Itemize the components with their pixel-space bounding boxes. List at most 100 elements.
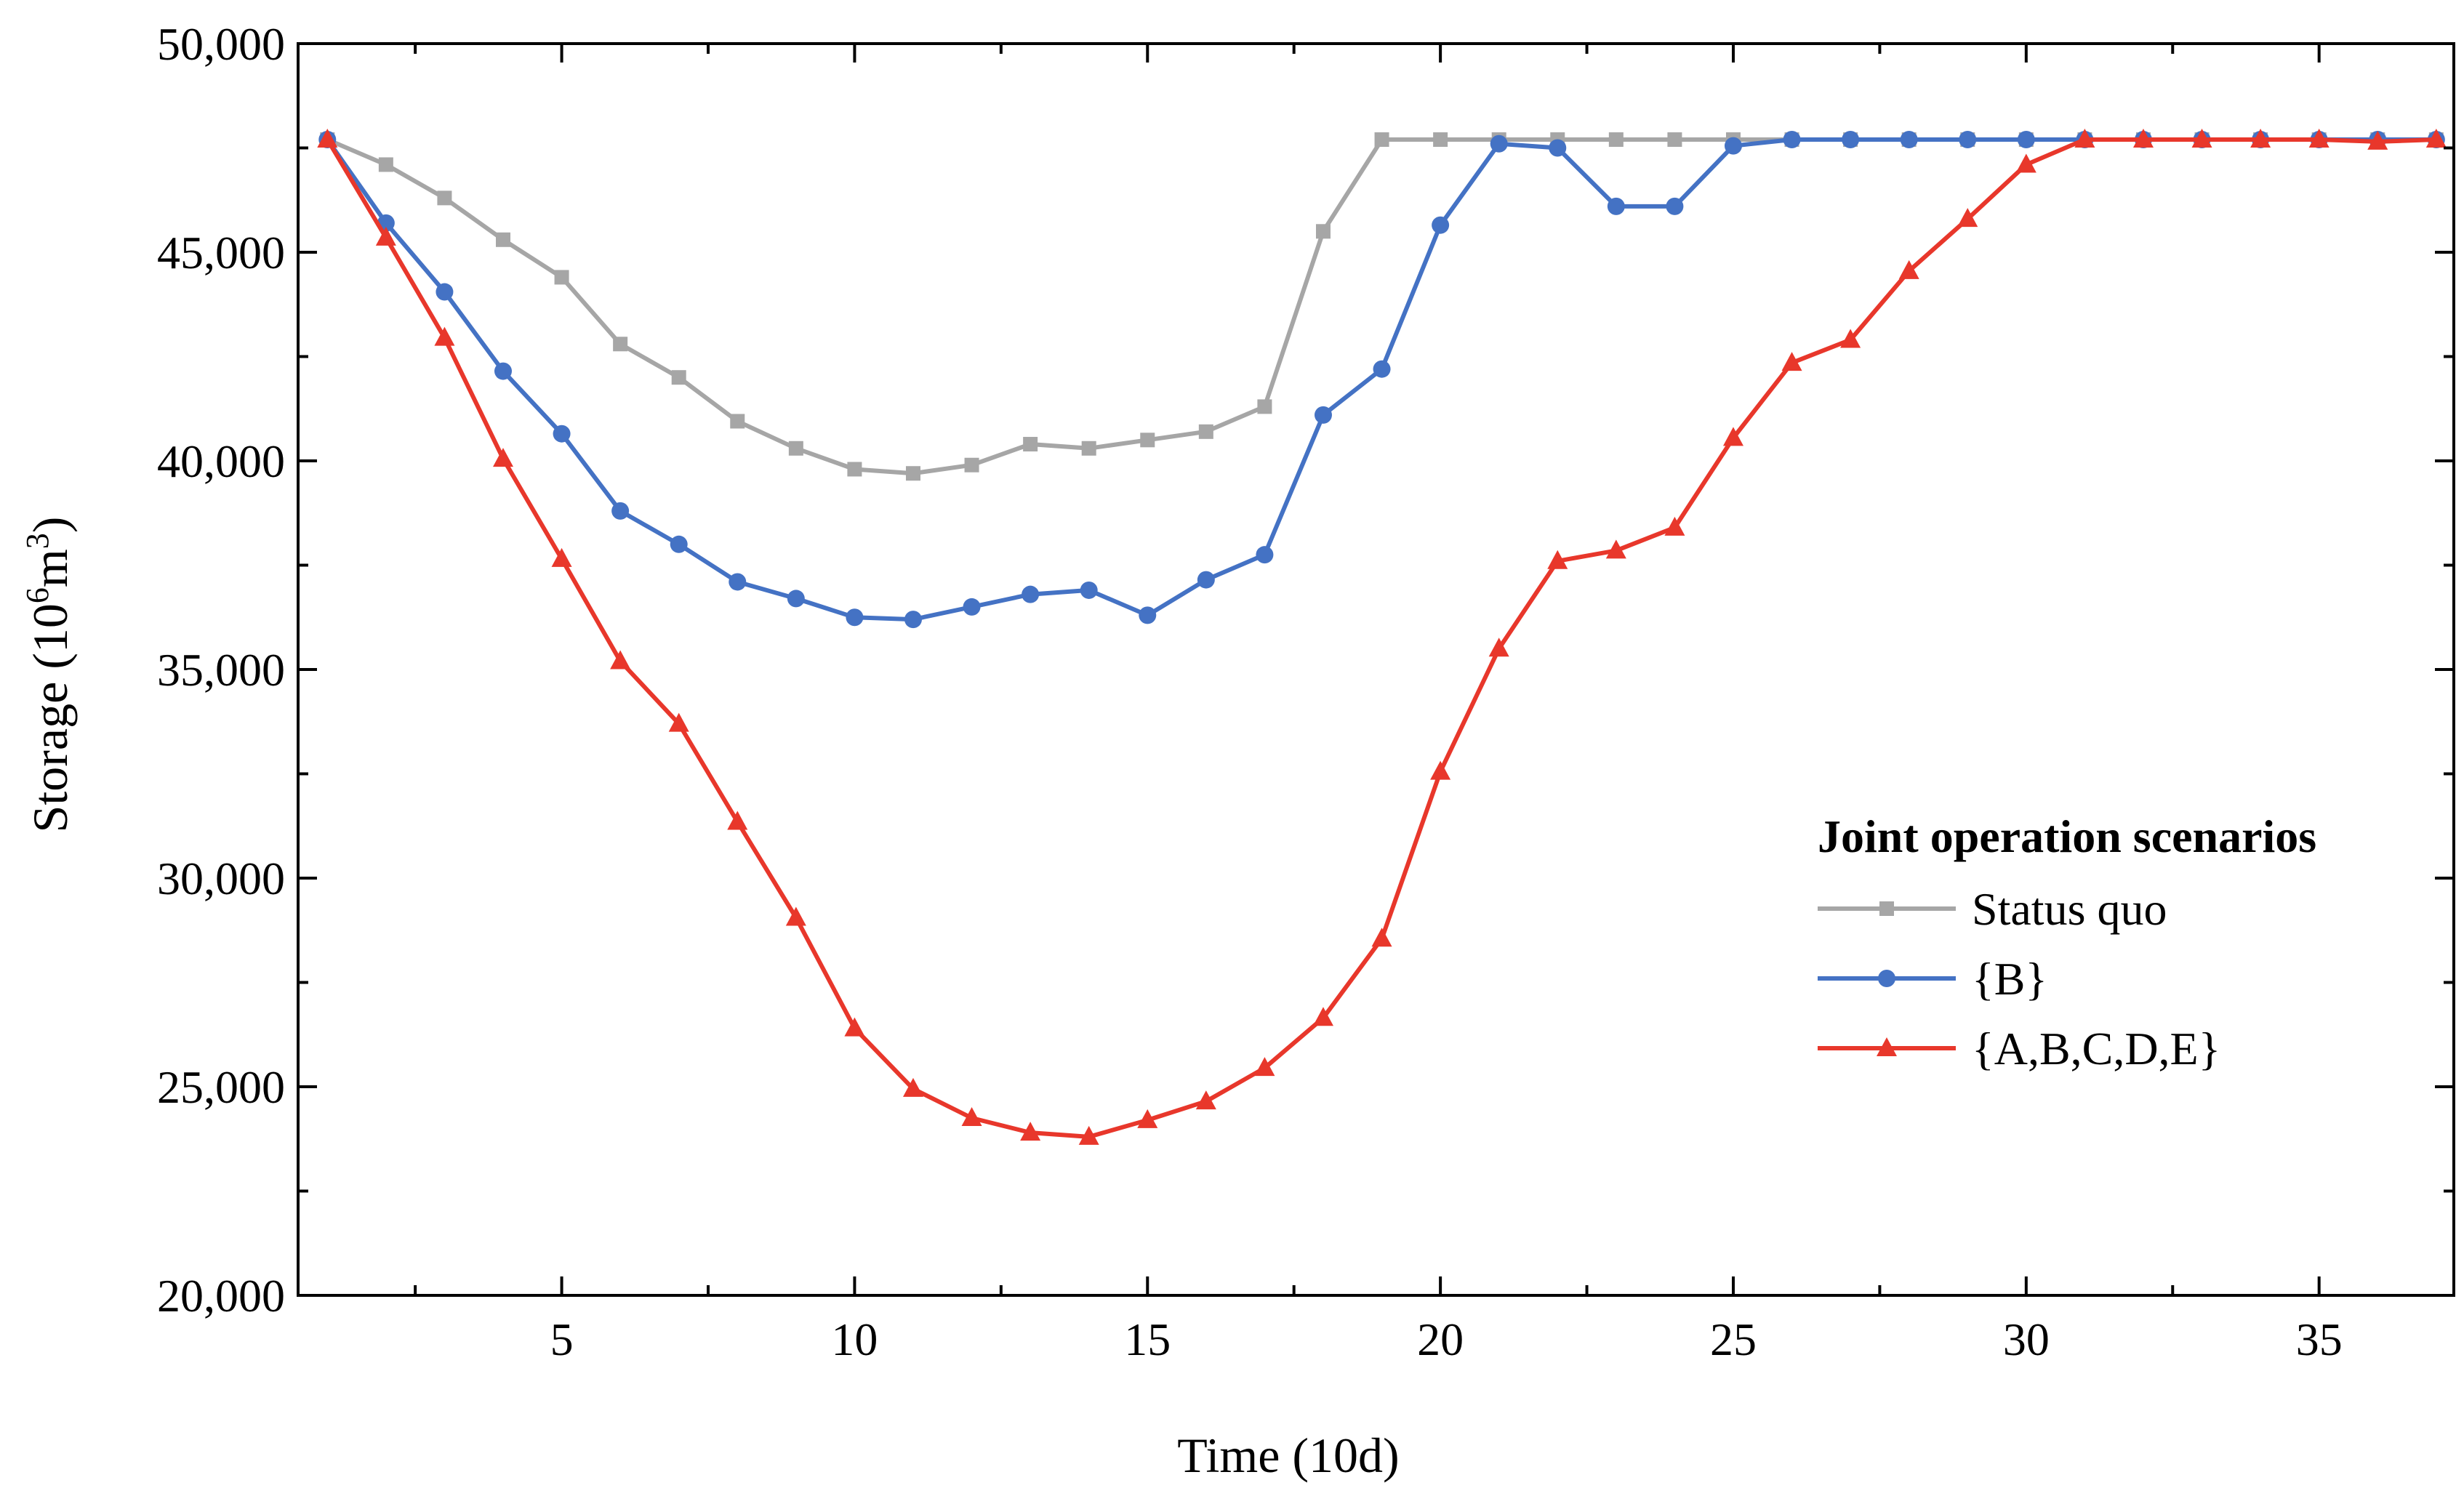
data-point [1312,1007,1333,1026]
data-point [437,190,452,206]
data-point [1547,550,1568,569]
series-layer [317,129,2447,1145]
data-point [1666,197,1684,215]
data-point [1667,132,1682,148]
data-point [963,598,981,616]
data-point [1959,131,1977,149]
legend: Joint operation scenarios Status quo {B} {… [1818,811,2316,1074]
data-point [729,573,747,591]
data-point [964,457,979,472]
x-tick-label: 10 [831,1314,878,1365]
y-axis-title-sup1: 6 [20,587,55,603]
data-point [1197,571,1215,589]
data-point [1432,216,1450,234]
x-tick-label: 35 [2296,1314,2343,1365]
data-point [2074,129,2095,148]
x-tick-label: 20 [1417,1314,1464,1365]
data-point [611,502,630,520]
data-point [785,906,806,926]
legend-label: {A,B,C,D,E} [1972,1023,2220,1074]
data-point [1140,433,1155,448]
series-line [326,137,2436,476]
data-point [434,326,455,346]
y-axis-title: Storage (106m3) [20,517,78,833]
tick-labels: 20,000 25,000 30,000 35,000 40,000 45,000 50,0… [157,18,2343,1365]
data-point [1374,132,1389,148]
x-axis-title: Time (10d) [1177,1428,1399,1483]
data-point [1254,1057,1275,1077]
data-point [2132,129,2154,148]
data-point [904,611,922,629]
data-point [378,157,393,172]
data-point [1023,437,1038,452]
legend-item: Status quo [1818,883,2167,935]
data-point [1722,427,1743,446]
y-tick-label: 25,000 [157,1061,285,1113]
legend-title: Joint operation scenarios [1818,811,2316,862]
data-point [1842,131,1860,149]
data-point [2425,129,2447,148]
data-point [1315,224,1331,239]
legend-label: Status quo [1972,883,2167,935]
y-tick-label: 30,000 [157,853,285,904]
data-point [668,712,689,732]
data-point [1371,928,1392,947]
data-point [1607,197,1625,215]
data-point [1139,606,1157,624]
data-point [847,462,862,477]
y-tick-label: 45,000 [157,227,285,278]
series-line [325,137,2436,1139]
data-point [553,425,571,443]
data-point [1314,406,1332,424]
data-point [905,466,920,481]
data-point [787,590,805,608]
series-2 [317,129,2447,1145]
x-tick-label: 5 [550,1314,574,1365]
data-point [554,270,569,285]
data-point [1781,352,1802,371]
data-point [670,535,688,553]
legend-marker [1879,901,1894,916]
data-point [1257,399,1272,414]
data-point [1430,760,1451,780]
data-point [2191,129,2212,148]
legend-item: {B} [1818,953,2047,1005]
data-point [2017,131,2035,149]
data-point [671,370,686,385]
data-point [1664,516,1685,536]
legend-marker [1877,1037,1897,1056]
data-point [1433,132,1448,148]
x-tick-label: 15 [1124,1314,1171,1365]
data-point [1898,260,1919,279]
data-point [1256,546,1274,564]
data-point [1020,1122,1041,1141]
data-point [1840,329,1861,348]
data-point [2015,153,2036,173]
y-axis-title-main: Storage (10 [23,603,78,832]
data-point [1605,539,1626,559]
data-point [1488,638,1509,657]
data-point [1783,131,1801,149]
x-tick-label: 25 [1710,1314,1757,1365]
x-tick-label: 30 [2003,1314,2050,1365]
data-point [730,414,745,429]
data-point [1080,581,1098,599]
data-point [2250,129,2271,148]
series-line [325,137,2436,622]
data-point [1490,134,1508,153]
y-tick-label: 35,000 [157,644,285,696]
data-point [1022,585,1040,603]
data-point [1900,131,1918,149]
data-point [495,232,510,247]
data-point [1081,441,1096,456]
axes [297,42,2455,1297]
data-point [1078,1125,1099,1145]
data-point [436,283,454,301]
data-point [375,226,396,246]
legend-items: Status quo {B} {A,B,C,D,E} [1818,883,2220,1074]
data-point [494,362,512,380]
data-point [2308,129,2329,148]
plot-frame [297,42,2455,1297]
data-point [788,441,803,456]
